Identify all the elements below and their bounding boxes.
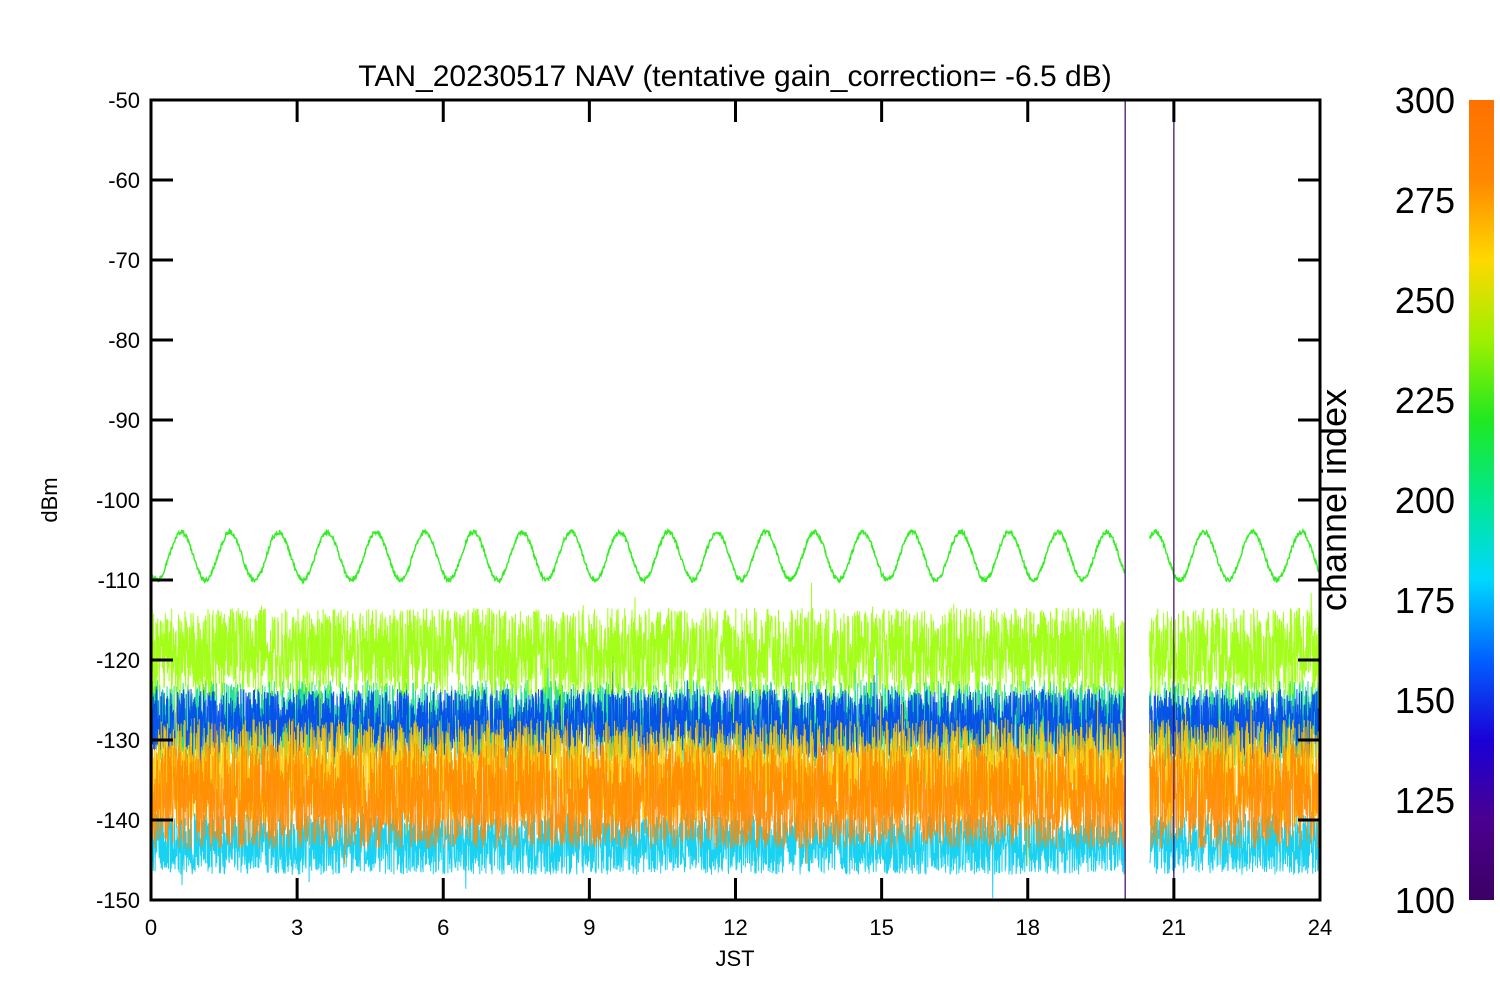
x-tick-label: 18: [1016, 915, 1040, 940]
y-tick-label: -110: [98, 568, 140, 593]
y-tick-label: -70: [108, 248, 140, 273]
y-tick-label: -140: [96, 808, 140, 833]
series-255-line: [1149, 592, 1320, 701]
colorbar-tick-label: 150: [1395, 680, 1455, 721]
x-tick-label: 6: [437, 915, 449, 940]
colorbar-tick-label: 225: [1395, 380, 1455, 421]
series-240-line: [151, 527, 1126, 585]
colorbar-tick-label: 125: [1395, 780, 1455, 821]
y-tick-label: -100: [96, 488, 140, 513]
colorbar-tick-label: 175: [1395, 580, 1455, 621]
x-tick-label: 12: [723, 915, 747, 940]
series-290-line: [151, 718, 1126, 864]
colorbar-tick-label: 200: [1395, 480, 1455, 521]
colorbar-tick-label: 100: [1395, 880, 1455, 921]
colorbar-ticks: 300 275 250 225 200 175 150 125 100: [1395, 80, 1455, 921]
x-tick-label: 15: [869, 915, 893, 940]
y-tick-label: -80: [108, 328, 140, 353]
y-tick-label: -130: [96, 728, 140, 753]
colorbar: channel index 300 275 250 225 200 175 150 125 10…: [1313, 80, 1494, 921]
x-axis: 0 3 6 9 12 15 18 21 24: [145, 100, 1332, 940]
y-tick-label: -90: [108, 408, 140, 433]
x-tick-label: 24: [1308, 915, 1332, 940]
colorbar-tick-label: 275: [1395, 180, 1455, 221]
x-tick-label: 21: [1162, 915, 1186, 940]
chart-title: TAN_20230517 NAV (tentative gain_correct…: [358, 60, 1112, 93]
series-255-line: [151, 582, 1126, 730]
x-tick-label: 3: [291, 915, 303, 940]
colorbar-tick-label: 300: [1395, 80, 1455, 121]
y-axis-label: dBm: [37, 477, 62, 522]
x-axis-label: JST: [715, 946, 754, 971]
series-240-line: [1148, 527, 1320, 583]
colorbar-gradient: [1469, 100, 1494, 900]
series-290-line: [1149, 733, 1320, 859]
x-tick-label: 9: [583, 915, 595, 940]
colorbar-label: channel index: [1313, 389, 1354, 611]
y-tick-label: -60: [108, 168, 140, 193]
x-tick-label: 0: [145, 915, 157, 940]
vertical-markers: [1124, 100, 1175, 900]
series-150-line: [151, 655, 1126, 787]
plot-area: [151, 527, 1320, 899]
y-tick-label: -50: [108, 88, 140, 113]
y-tick-label: -150: [96, 888, 140, 913]
y-tick-label: -120: [96, 648, 140, 673]
colorbar-tick-label: 250: [1395, 280, 1455, 321]
y-axis: -50 -60 -70 -80 -90 -100 -110 -120 -130 -140 -150: [96, 88, 1320, 913]
